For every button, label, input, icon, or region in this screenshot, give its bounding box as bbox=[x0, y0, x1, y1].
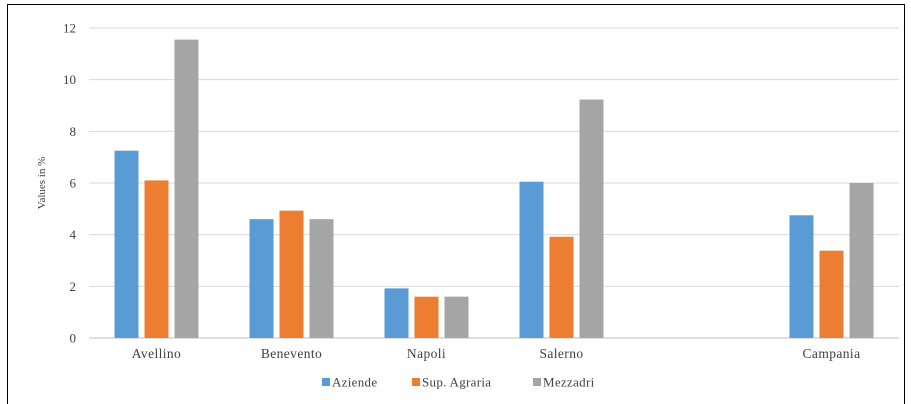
y-tick-label: 12 bbox=[63, 21, 76, 36]
y-tick-label: 8 bbox=[70, 124, 77, 139]
bar-mezzadri-campania bbox=[849, 183, 874, 338]
y-tick-label: 4 bbox=[70, 227, 77, 242]
legend-label: Aziende bbox=[332, 375, 377, 390]
x-category-labels: Avellino Benevento Napoli Salerno Campania bbox=[132, 346, 861, 361]
legend-swatch-mezzadri bbox=[533, 378, 541, 386]
bar-mezzadri-napoli bbox=[444, 296, 469, 338]
x-category-label: Salerno bbox=[539, 346, 583, 361]
legend-swatch-aziende bbox=[322, 378, 330, 386]
x-category-label: Avellino bbox=[132, 346, 181, 361]
gridlines bbox=[89, 27, 899, 339]
bars bbox=[114, 39, 874, 338]
bar-mezzadri-benevento bbox=[309, 219, 334, 338]
bar-aziende-campania bbox=[789, 215, 814, 338]
y-tick-label: 6 bbox=[70, 176, 77, 191]
bar-aziende-salerno bbox=[519, 181, 544, 338]
bar-aziende-napoli bbox=[384, 288, 409, 338]
legend-label: Sup. Agraria bbox=[422, 375, 491, 390]
x-category-label: Campania bbox=[803, 346, 861, 361]
bar-aziende-benevento bbox=[249, 219, 274, 338]
y-tick-label: 10 bbox=[63, 72, 76, 87]
x-category-label: Benevento bbox=[261, 346, 322, 361]
legend-swatch-sup-agraria bbox=[412, 378, 420, 386]
bar-sup-agraria-campania bbox=[819, 250, 844, 338]
legend: Aziende Sup. Agraria Mezzadri bbox=[322, 375, 595, 390]
x-category-label: Napoli bbox=[407, 346, 446, 361]
y-tick-label: 0 bbox=[70, 331, 77, 346]
y-tick-label: 2 bbox=[70, 279, 77, 294]
bar-sup-agraria-salerno bbox=[549, 236, 574, 338]
bar-sup-agraria-benevento bbox=[279, 210, 304, 338]
bar-mezzadri-avellino bbox=[174, 39, 199, 338]
bar-aziende-avellino bbox=[114, 150, 139, 338]
legend-label: Mezzadri bbox=[543, 375, 595, 390]
bar-mezzadri-salerno bbox=[579, 99, 604, 338]
y-tick-labels: 0 2 4 6 8 10 12 bbox=[63, 21, 77, 346]
bar-sup-agraria-napoli bbox=[414, 296, 439, 338]
bar-sup-agraria-avellino bbox=[144, 180, 169, 338]
bar-chart: 0 2 4 6 8 10 12 Avellino Benevento Napoli Salerno… bbox=[36, 21, 899, 390]
chart-frame bbox=[7, 4, 905, 404]
y-axis-title: Values in % bbox=[36, 157, 48, 210]
